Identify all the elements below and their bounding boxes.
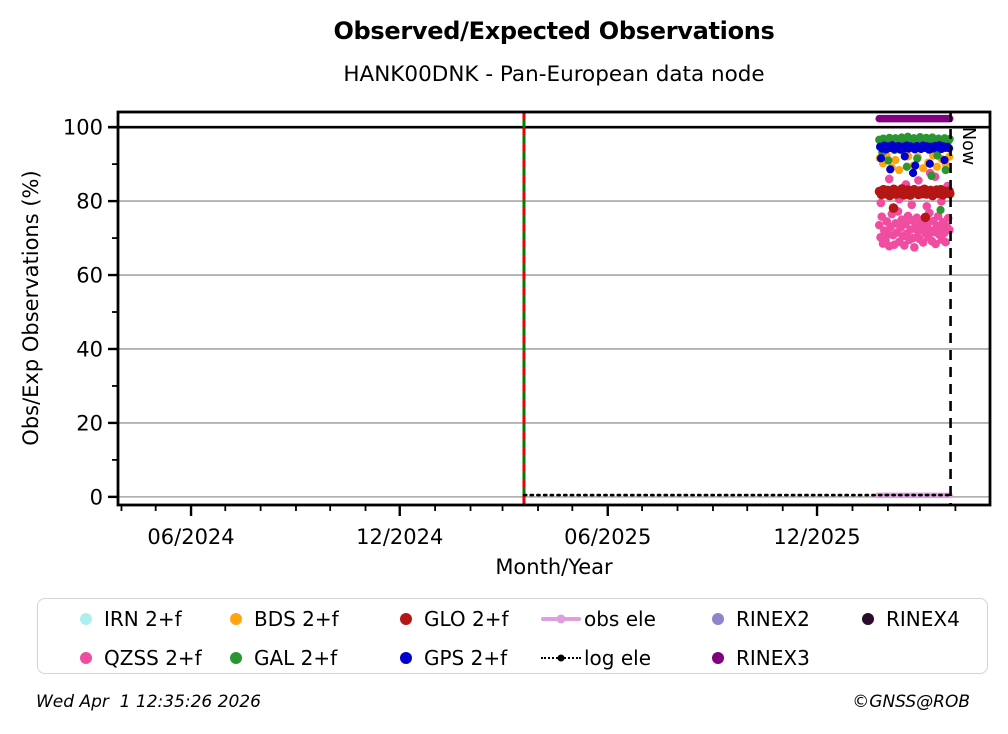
legend-dot-icon bbox=[230, 652, 242, 664]
legend-item-irn-2-f: IRN 2+f bbox=[80, 606, 182, 632]
legend-item-rinex2: RINEX2 bbox=[712, 606, 810, 632]
legend-line-icon bbox=[541, 614, 581, 624]
copyright: ©GNSS@ROB bbox=[852, 692, 970, 712]
svg-text:06/2024: 06/2024 bbox=[147, 525, 234, 549]
legend-dot-icon bbox=[400, 652, 412, 664]
legend-item-glo-2-f: GLO 2+f bbox=[400, 606, 509, 632]
svg-text:40: 40 bbox=[76, 337, 103, 361]
timestamp: Wed Apr 1 12:35:26 2026 bbox=[36, 692, 261, 712]
svg-text:06/2025: 06/2025 bbox=[564, 525, 651, 549]
legend-label: RINEX3 bbox=[736, 646, 810, 670]
legend-dot-icon bbox=[862, 613, 874, 625]
svg-text:80: 80 bbox=[76, 190, 103, 214]
legend: IRN 2+f QZSS 2+f BDS 2+f GAL 2+f GLO 2+f GPS … bbox=[37, 598, 988, 674]
legend-label: RINEX4 bbox=[886, 607, 960, 631]
chart-subtitle: HANK00DNK - Pan-European data node bbox=[343, 62, 765, 87]
legend-label: RINEX2 bbox=[736, 607, 810, 631]
x-axis-label: Month/Year bbox=[495, 555, 613, 579]
legend-dot-icon bbox=[712, 613, 724, 625]
svg-text:60: 60 bbox=[76, 264, 103, 288]
legend-item-rinex3: RINEX3 bbox=[712, 645, 810, 671]
svg-text:12/2025: 12/2025 bbox=[773, 525, 860, 549]
svg-text:100: 100 bbox=[63, 116, 103, 140]
chart-title: Observed/Expected Observations bbox=[333, 17, 775, 45]
legend-line-icon bbox=[541, 654, 581, 662]
legend-item-bds-2-f: BDS 2+f bbox=[230, 606, 339, 632]
legend-dot-icon bbox=[80, 652, 92, 664]
legend-item-rinex4: RINEX4 bbox=[862, 606, 960, 632]
legend-dot-icon bbox=[230, 613, 242, 625]
legend-label: IRN 2+f bbox=[104, 607, 182, 631]
svg-text:20: 20 bbox=[76, 411, 103, 435]
svg-text:12/2024: 12/2024 bbox=[356, 525, 443, 549]
legend-label: BDS 2+f bbox=[254, 607, 339, 631]
legend-label: GLO 2+f bbox=[424, 607, 509, 631]
legend-label: log ele bbox=[584, 646, 652, 670]
legend-dot-icon bbox=[400, 613, 412, 625]
legend-dot-icon bbox=[712, 652, 724, 664]
legend-item-gps-2-f: GPS 2+f bbox=[400, 645, 507, 671]
legend-label: QZSS 2+f bbox=[104, 646, 202, 670]
legend-item-obs-ele: obs ele bbox=[541, 606, 656, 632]
legend-item-log-ele: log ele bbox=[541, 645, 651, 671]
legend-item-gal-2-f: GAL 2+f bbox=[230, 645, 337, 671]
legend-label: GPS 2+f bbox=[424, 646, 508, 670]
legend-label: obs ele bbox=[584, 607, 656, 631]
legend-label: GAL 2+f bbox=[254, 646, 338, 670]
legend-dot-icon bbox=[80, 613, 92, 625]
svg-text:0: 0 bbox=[90, 485, 103, 509]
now-annotation: Now bbox=[958, 127, 978, 166]
legend-item-qzss-2-f: QZSS 2+f bbox=[80, 645, 202, 671]
y-axis-label: Obs/Exp Observations (%) bbox=[19, 170, 43, 446]
